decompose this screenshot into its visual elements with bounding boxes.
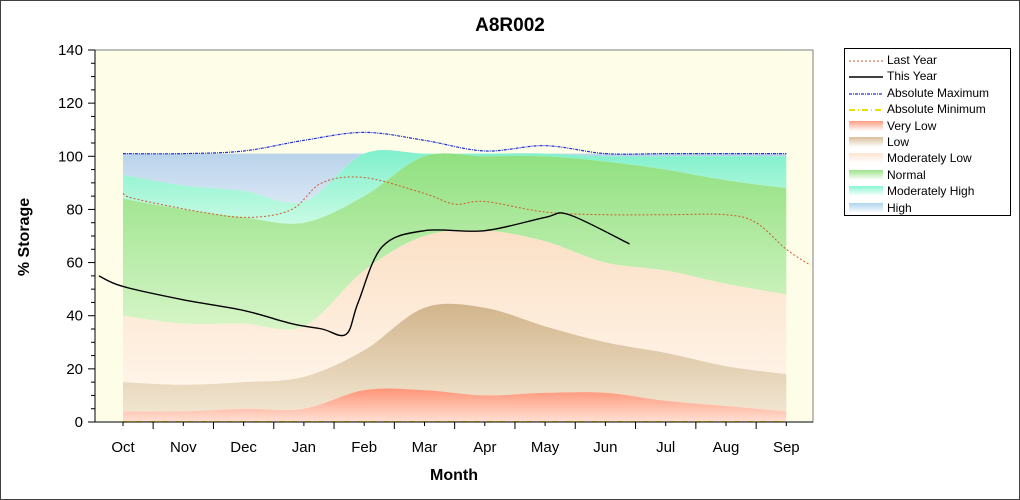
legend-swatch [849, 202, 883, 213]
series-line-absolute-maximum [122, 131, 787, 155]
legend-item-last-year: Last Year [845, 52, 1010, 68]
band-moderately-high [123, 150, 787, 224]
legend-swatch [849, 70, 883, 82]
y-tick-label: 140 [58, 42, 83, 59]
legend-item-moderately-high: Moderately High [845, 183, 1010, 199]
legend-item-this-year: This Year [845, 68, 1010, 84]
x-tick-label: Feb [351, 439, 377, 456]
legend-item-normal: Normal [845, 167, 1010, 183]
legend: Last Year This Year Absolute Maximum Absolu… [844, 48, 1011, 216]
band-moderately-low [123, 230, 787, 385]
y-tick-label: 120 [58, 95, 83, 112]
legend-item-high: High [845, 200, 1010, 216]
y-axis-title: % Storage [16, 198, 33, 276]
x-tick-label: Mar [412, 439, 438, 456]
x-tick-label: Jun [593, 439, 617, 456]
x-tick-label: Nov [170, 439, 197, 456]
legend-item-moderately-low: Moderately Low [845, 150, 1010, 166]
legend-swatch [849, 153, 883, 164]
legend-label: Last Year [887, 53, 938, 67]
x-ticks: Oct Nov Dec Jan Feb Mar Apr May Jun Jul Aug Sep [111, 422, 800, 456]
legend-label: This Year [887, 69, 938, 84]
legend-swatch [849, 186, 883, 197]
legend-label: Absolute Maximum [887, 85, 990, 100]
legend-label: Normal [887, 167, 926, 182]
legend-item-absolute-maximum: Absolute Maximum [845, 85, 1010, 101]
y-tick-label: 80 [66, 201, 83, 218]
x-tick-label: Oct [111, 439, 135, 456]
legend-item-absolute-minimum: Absolute Minimum [845, 101, 1010, 117]
x-tick-label: Sep [773, 439, 800, 456]
chart-title: A8R002 [475, 15, 545, 36]
legend-swatch [849, 120, 883, 131]
band-low [123, 303, 787, 412]
y-tick-label: 20 [66, 361, 83, 378]
y-tick-label: 0 [75, 414, 83, 431]
band-normal [123, 153, 787, 330]
y-tick-label: 40 [66, 308, 83, 325]
x-axis-title: Month [430, 467, 478, 484]
y-tick-label: 100 [58, 148, 83, 165]
legend-swatch [849, 169, 883, 180]
legend-item-very-low: Very Low [845, 118, 1010, 134]
y-tick-label: 60 [66, 255, 83, 272]
band-very-low [123, 388, 787, 422]
x-tick-label: Jan [292, 439, 316, 456]
x-tick-label: May [531, 439, 560, 456]
legend-label: Absolute Minimum [887, 102, 986, 117]
band-high [123, 150, 787, 204]
x-tick-label: Apr [473, 439, 496, 456]
legend-label: High [887, 200, 912, 215]
series-layer [98, 131, 811, 422]
legend-swatch [849, 137, 883, 147]
legend-item-low: Low [845, 134, 1010, 150]
legend-swatch [849, 87, 883, 99]
series-line-last-year [122, 176, 811, 266]
legend-swatch [849, 54, 883, 66]
legend-label: Moderately High [887, 184, 975, 199]
legend-label: Very Low [887, 118, 937, 133]
legend-label: Moderately Low [887, 151, 972, 166]
x-tick-label: Aug [713, 439, 740, 456]
band-layer [123, 150, 787, 422]
series-line-this-year [98, 212, 630, 337]
x-tick-label: Dec [230, 439, 257, 456]
y-ticks: 0 20 40 60 80 100 120 140 [58, 42, 95, 431]
legend-swatch [849, 103, 883, 115]
legend-label: Low [887, 135, 910, 149]
x-tick-label: Jul [656, 439, 675, 456]
